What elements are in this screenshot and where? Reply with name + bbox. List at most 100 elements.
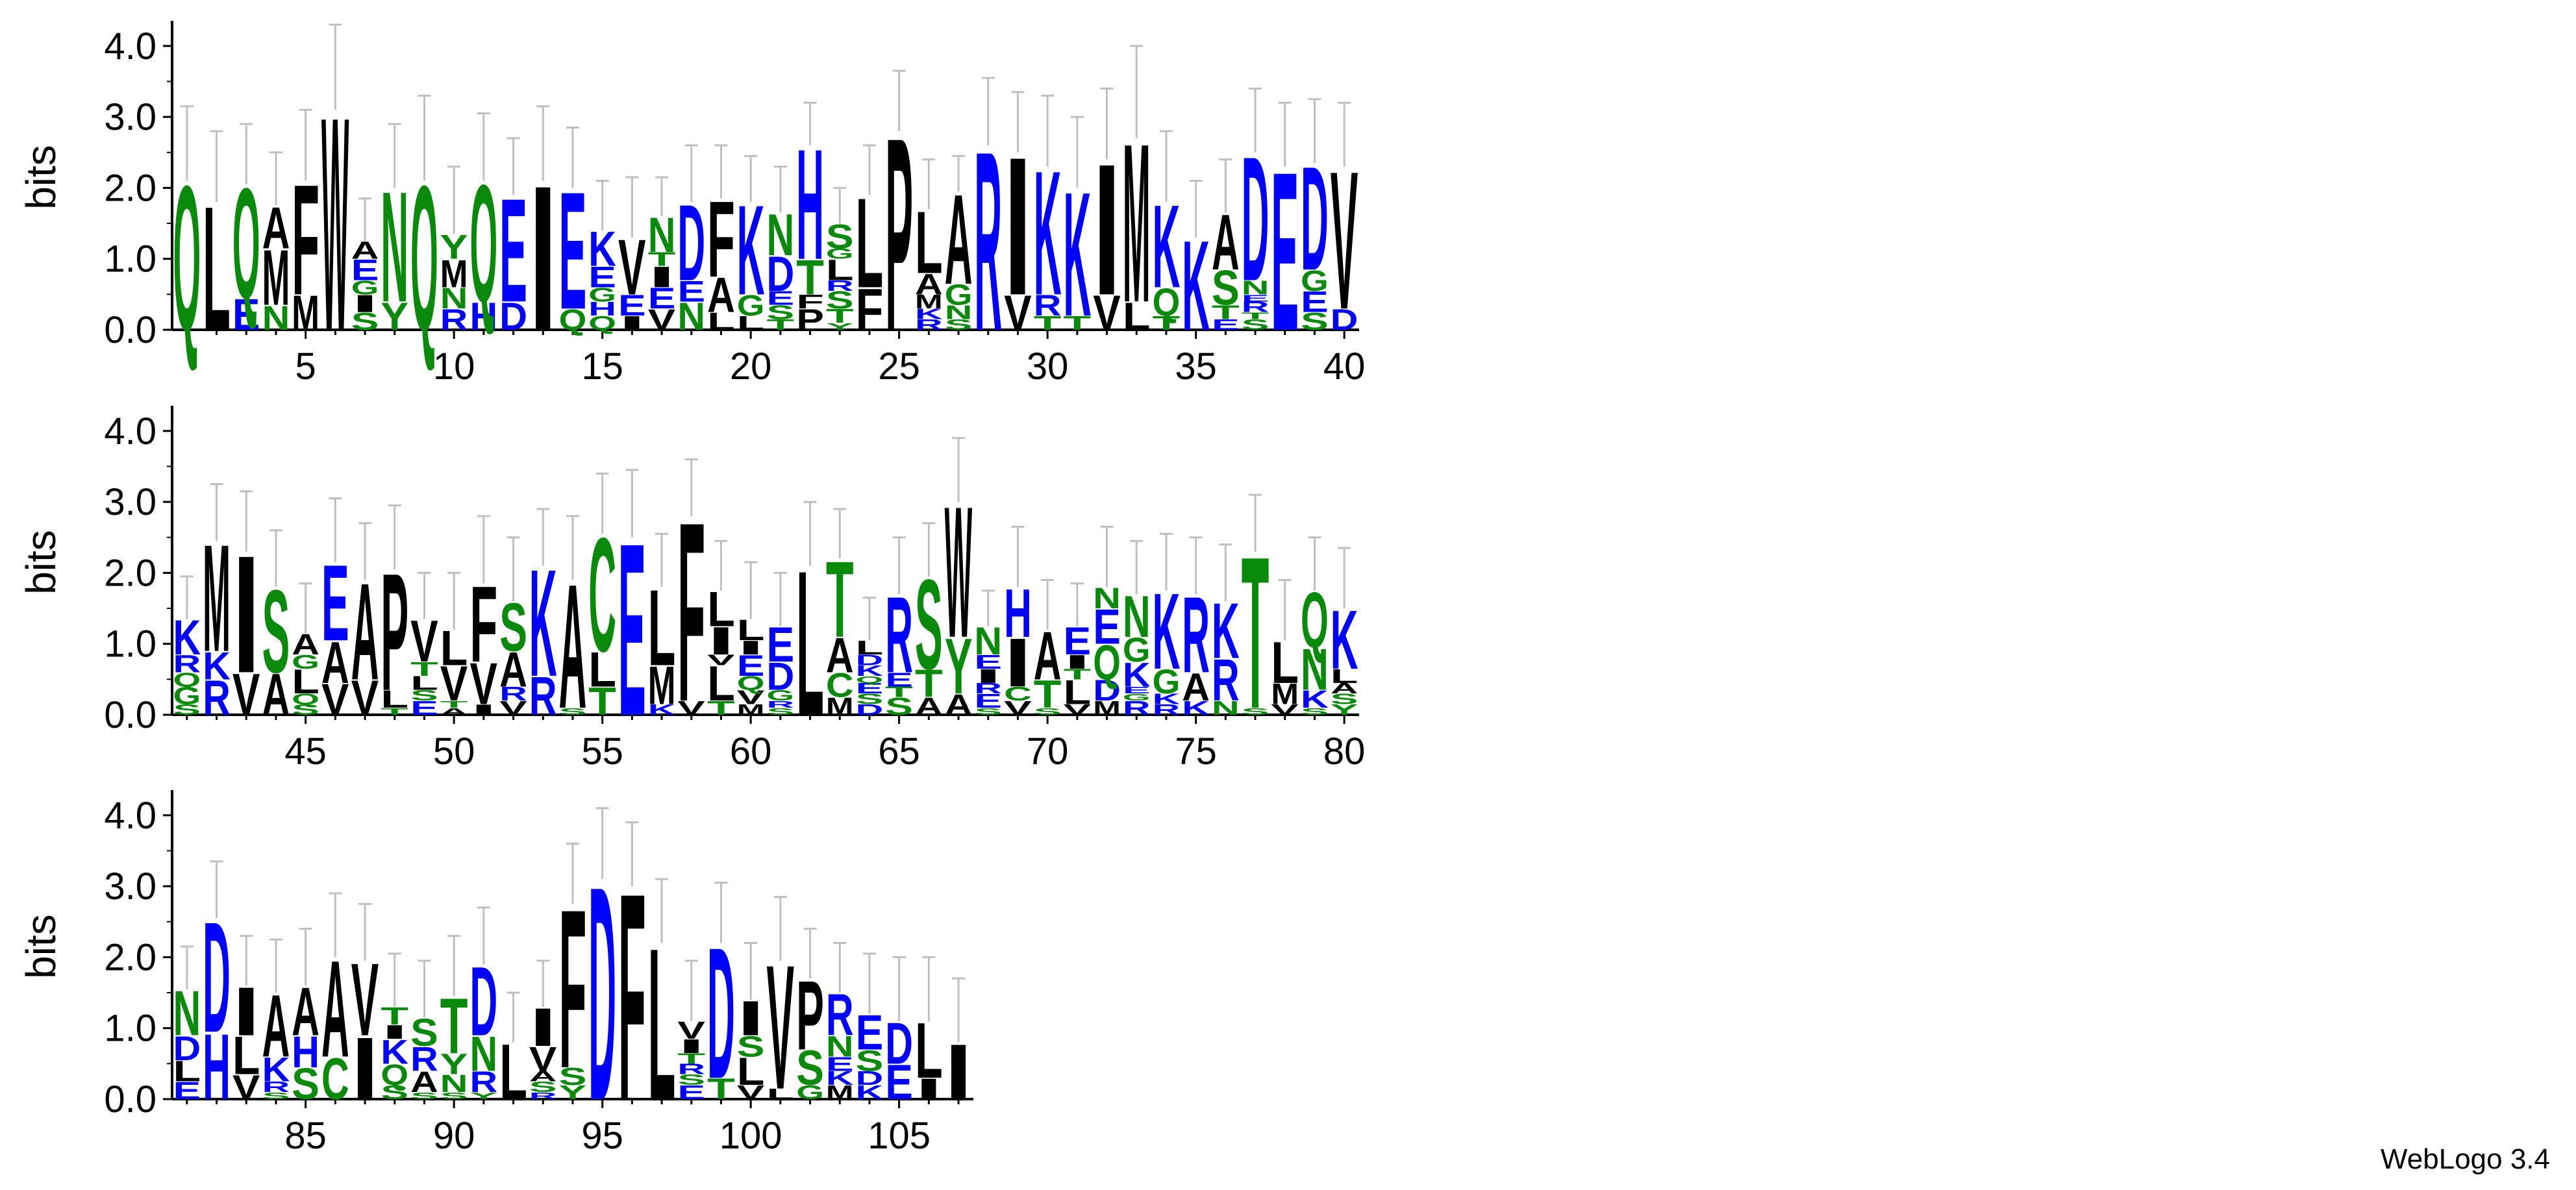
logo-letter: C <box>588 504 616 686</box>
logo-column-25: P <box>885 69 913 389</box>
logo-letter: N <box>440 1070 468 1098</box>
logo-column-47: VA <box>351 522 379 725</box>
logo-letter: R <box>499 682 527 704</box>
y-tick-label: 0.0 <box>104 1078 156 1121</box>
logo-letter: K <box>737 179 765 322</box>
logo-letter: Q <box>588 312 616 334</box>
logo-letter: I <box>974 665 1002 688</box>
logo-column-18: NED <box>677 144 705 338</box>
logo-letter: F <box>559 863 587 1116</box>
logo-letter: L <box>826 254 854 286</box>
logo-letter: Y <box>470 1090 498 1101</box>
logo-column-105: ED <box>885 956 913 1109</box>
logo-letter: E <box>856 680 884 697</box>
logo-letter: K <box>262 1050 290 1089</box>
logo-letter: Y <box>381 295 408 338</box>
logo-letter: T <box>1064 312 1092 334</box>
logo-column-42: RKM <box>203 483 231 726</box>
logo-letter: K <box>588 222 616 277</box>
logo-letter: T <box>1034 312 1062 334</box>
x-tick-label: 95 <box>581 1115 623 1157</box>
logo-letter: R <box>410 1039 438 1078</box>
logo-column-2: L <box>203 130 231 368</box>
logo-letter: I <box>351 1019 379 1118</box>
logo-letter: N <box>262 299 290 338</box>
logo-letter: N <box>1093 582 1121 615</box>
logo-letter: E <box>1271 126 1299 378</box>
logo-letter: M <box>1093 697 1121 719</box>
logo-letter: S <box>292 702 319 718</box>
logo-column-40: DV <box>1331 101 1358 351</box>
x-tick-label: 100 <box>719 1115 782 1157</box>
logo-letter: V <box>1004 697 1032 719</box>
x-tick-label: 20 <box>730 345 772 388</box>
y-tick-label: 0.0 <box>104 309 156 351</box>
logo-letter: N <box>648 208 676 263</box>
logo-letter: T <box>1153 312 1181 334</box>
logo-letter: E <box>173 1077 201 1105</box>
x-tick-label: 30 <box>1027 345 1069 388</box>
x-tick-label: 25 <box>878 345 920 388</box>
logo-letter: R <box>974 98 1002 384</box>
logo-column-48: TLP <box>381 504 408 726</box>
logo-letter: H <box>292 1027 319 1077</box>
logo-letter: T <box>677 1050 705 1067</box>
logo-letter: S <box>1301 706 1329 717</box>
logo-column-28: R <box>974 77 1002 384</box>
x-tick-label: 35 <box>1175 345 1217 388</box>
logo-column-24: FL <box>856 144 883 343</box>
logo-letter: V <box>1093 286 1121 340</box>
logo-letter: S <box>351 308 379 336</box>
logo-letter: Q <box>559 303 587 336</box>
logo-letter: S <box>945 317 973 333</box>
logo-letter: E <box>618 492 646 767</box>
logo-letter: H <box>588 297 616 319</box>
logo-letter: S <box>1331 691 1358 708</box>
logo-letter: L <box>737 312 765 334</box>
logo-column-86: CA <box>321 892 349 1112</box>
logo-letter: H <box>203 1015 231 1119</box>
logo-letter: M <box>648 655 676 716</box>
logo-letter: L <box>707 308 735 336</box>
logo-letter: R <box>1242 299 1269 315</box>
logo-letter: G <box>351 277 379 299</box>
logo-letter: T <box>707 1073 735 1106</box>
logo-column-32: VI <box>1093 87 1121 340</box>
logo-letter: G <box>1123 692 1151 703</box>
logo-column-51: IVF <box>470 515 497 718</box>
y-tick-label: 2.0 <box>104 167 156 209</box>
logo-letter: K <box>1123 655 1151 694</box>
logo-letter: I <box>529 143 557 375</box>
logo-letter: E <box>1093 599 1121 654</box>
y-tick-label: 3.0 <box>104 865 156 908</box>
logo-letter: Q <box>173 143 201 374</box>
logo-letter: S <box>856 1044 884 1077</box>
logo-letter: K <box>856 1081 884 1103</box>
logo-letter: S <box>559 706 587 717</box>
logo-letter: A <box>351 556 379 710</box>
logo-letter: P <box>796 303 824 336</box>
logo-letter: A <box>410 1066 438 1099</box>
logo-letter: I <box>707 619 735 663</box>
logo-letter: L <box>173 1056 201 1088</box>
logo-letter: G <box>767 688 795 704</box>
logo-column-14: QE <box>559 126 587 344</box>
logo-letter: I <box>1064 651 1092 673</box>
logo-letter: V <box>737 1082 765 1104</box>
logo-letter: I <box>381 1021 408 1043</box>
logo-letter: S <box>410 1011 438 1054</box>
logo-letter: L <box>915 193 943 291</box>
logo-letter: K <box>203 644 231 688</box>
logo-letter: V <box>1064 702 1092 718</box>
